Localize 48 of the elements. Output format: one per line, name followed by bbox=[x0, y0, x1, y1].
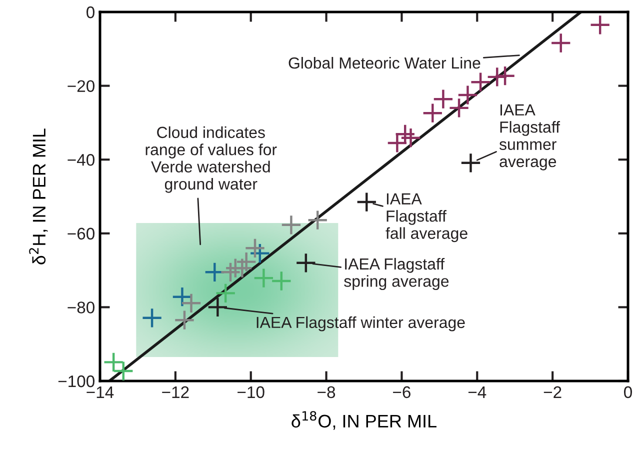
point bbox=[422, 102, 444, 124]
annotation: IAEA Flagstaff summer average bbox=[499, 104, 560, 170]
point bbox=[174, 310, 195, 331]
point bbox=[470, 72, 491, 93]
point bbox=[307, 210, 328, 231]
point bbox=[249, 242, 270, 264]
annotation: Global Meteoric Water Line bbox=[288, 56, 480, 69]
point bbox=[486, 66, 508, 88]
point bbox=[280, 214, 302, 236]
point bbox=[207, 296, 228, 318]
x-axis-title: δ$^{18}$O, IN PER MIL bbox=[292, 411, 436, 430]
y-tick-label: −20 bbox=[68, 80, 94, 92]
x-tick-label: −4 bbox=[468, 386, 486, 398]
point bbox=[112, 360, 134, 381]
x-tick-label: −2 bbox=[544, 386, 562, 398]
point bbox=[494, 65, 516, 86]
x-tick-label: 0 bbox=[624, 386, 632, 398]
y-tick-label: 0 bbox=[86, 6, 94, 18]
point bbox=[220, 262, 241, 283]
point bbox=[400, 127, 422, 148]
point bbox=[432, 88, 454, 110]
y-axis-title: δ$^{2}$H, IN PER MIL bbox=[29, 128, 48, 264]
x-tick-label: −8 bbox=[318, 386, 336, 398]
y-tick-label: −100 bbox=[58, 375, 94, 388]
annotation: IAEA Flagstaff fall average bbox=[386, 193, 468, 242]
point bbox=[103, 352, 124, 373]
x-tick-label: −12 bbox=[162, 386, 189, 398]
point bbox=[550, 32, 572, 54]
point bbox=[460, 152, 482, 174]
point bbox=[244, 238, 266, 259]
point bbox=[253, 268, 274, 288]
point bbox=[356, 192, 378, 212]
point bbox=[215, 282, 236, 304]
y-tick-label: −80 bbox=[68, 302, 94, 314]
annotation: IAEA Flagstaff winter average bbox=[256, 316, 465, 332]
annotation: IAEA Flagstaff spring average bbox=[344, 258, 449, 290]
y-tick-label: −60 bbox=[68, 228, 94, 240]
point bbox=[232, 258, 253, 279]
x-tick-label: −10 bbox=[238, 386, 264, 398]
point bbox=[180, 292, 202, 314]
y-tick-label: −40 bbox=[68, 154, 94, 166]
point bbox=[590, 14, 611, 36]
point bbox=[270, 270, 292, 292]
annotation: Cloud indicates range of values for Verde watershed ground water bbox=[146, 126, 277, 193]
x-tick-label: −6 bbox=[393, 386, 410, 398]
point bbox=[142, 307, 162, 328]
point bbox=[295, 252, 316, 274]
x-tick-label: −14 bbox=[86, 386, 114, 398]
